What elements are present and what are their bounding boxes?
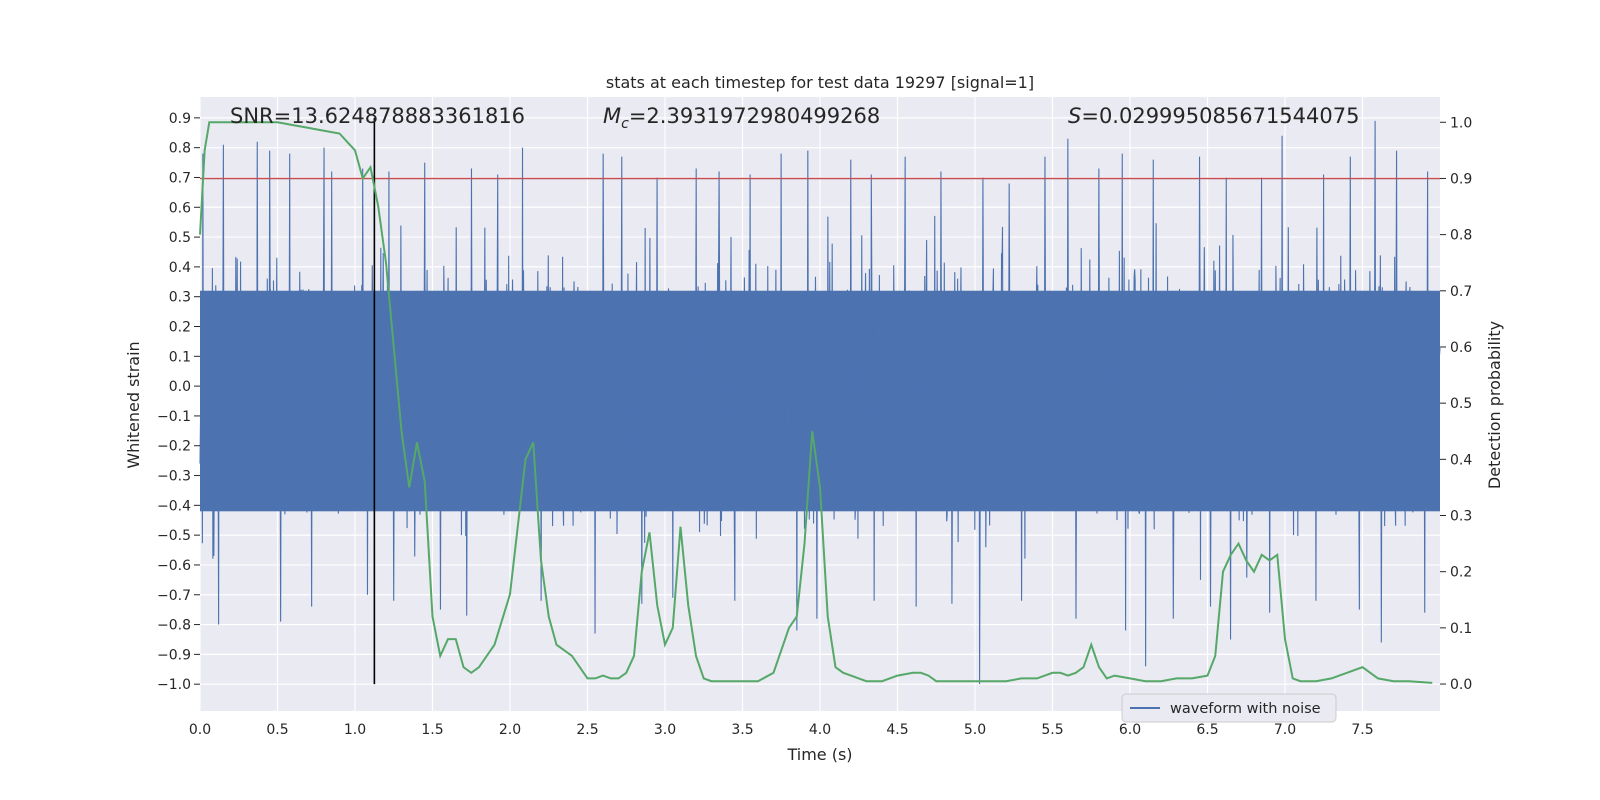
- x-tick-label: 6.5: [1196, 722, 1218, 738]
- x-tick-label: 2.0: [499, 722, 521, 738]
- x-tick-label: 3.5: [731, 722, 753, 738]
- detection-probability-line: [199, 121, 1433, 684]
- y-tick-label: 0.8: [169, 141, 191, 157]
- detection-probability-series: [199, 121, 1433, 684]
- y-tick-label: 0.0: [169, 379, 191, 395]
- x-tick-label: 3.0: [654, 722, 676, 738]
- x-axis-ticks: 0.0 0.5 1.0 1.5 2.0 2.5 3.0 3.5 4.0 4.5 5.0 5.5 6.0 6…: [189, 722, 1374, 738]
- x-axis-label: Time (s): [786, 745, 852, 764]
- s-annotation: S=0.029995085671544075: [1068, 104, 1359, 128]
- x-tick-label: 1.5: [421, 722, 443, 738]
- mc-subscript: c: [621, 116, 629, 132]
- y-tick-label: −0.3: [157, 469, 191, 485]
- y-tick-label: −0.6: [157, 558, 191, 574]
- y2-axis-label: Detection probability: [1485, 321, 1504, 489]
- mc-annotation: Mc=2.3931972980499268: [603, 104, 880, 132]
- chart-title: stats at each timestep for test data 192…: [606, 73, 1034, 92]
- y-tick-label: −0.9: [157, 647, 191, 663]
- y-tick-label: 0.5: [169, 230, 191, 246]
- y-tick-label: −1.0: [157, 677, 191, 693]
- y2-tick-label: 0.2: [1450, 565, 1472, 581]
- snr-annotation: SNR=13.624878883361816: [230, 104, 525, 128]
- x-tick-label: 5.0: [964, 722, 986, 738]
- y2-tick-label: 0.5: [1450, 396, 1472, 412]
- x-tick-label: 7.5: [1351, 722, 1373, 738]
- y-tick-label: 0.1: [169, 349, 191, 365]
- y-tick-label: −0.5: [157, 528, 191, 544]
- mc-value: =2.3931972980499268: [629, 104, 880, 128]
- y-tick-label: 0.4: [169, 260, 191, 276]
- s-symbol: S: [1068, 104, 1081, 128]
- y2-tick-label: 0.4: [1450, 452, 1472, 468]
- y2-tick-label: 0.7: [1450, 284, 1472, 300]
- y-tick-label: 0.9: [169, 111, 191, 127]
- y-axis-ticks: 0.9 0.8 0.7 0.6 0.5 0.4 0.3 0.2 0.1 0.0 −0.1 −0.2 −0…: [157, 111, 200, 693]
- y-tick-label: −0.1: [157, 409, 191, 425]
- y2-tick-label: 0.9: [1450, 171, 1472, 187]
- mc-symbol: M: [603, 104, 621, 128]
- y2-tick-label: 0.1: [1450, 621, 1472, 637]
- legend-box: [1121, 693, 1337, 723]
- x-tick-label: 0.0: [189, 722, 211, 738]
- y2-tick-label: 0.8: [1450, 228, 1472, 244]
- y2-tick-label: 1.0: [1450, 115, 1472, 131]
- y-tick-label: −0.2: [157, 439, 191, 455]
- y-tick-label: 0.2: [169, 320, 191, 336]
- x-tick-label: 0.5: [266, 722, 288, 738]
- y-tick-label: −0.7: [157, 588, 191, 604]
- x-tick-label: 2.5: [576, 722, 598, 738]
- y-axis-label: Whitened strain: [124, 341, 143, 468]
- x-tick-label: 1.0: [344, 722, 366, 738]
- x-tick-label: 4.5: [886, 722, 908, 738]
- y-tick-label: 0.7: [169, 170, 191, 186]
- waveform-line: [199, 120, 1441, 685]
- legend: waveform with noise: [1121, 693, 1337, 723]
- x-tick-label: 6.0: [1119, 722, 1141, 738]
- y2-axis-ticks: 1.0 0.9 0.8 0.7 0.6 0.5 0.4 0.3 0.2 0.1 0.0: [1440, 115, 1472, 693]
- x-tick-label: 7.0: [1274, 722, 1296, 738]
- y2-tick-label: 0.0: [1450, 677, 1472, 693]
- s-value: =0.029995085671544075: [1081, 104, 1359, 128]
- y-tick-label: −0.8: [157, 618, 191, 634]
- x-tick-label: 5.5: [1041, 722, 1063, 738]
- y-tick-label: 0.6: [169, 200, 191, 216]
- legend-label: waveform with noise: [1170, 701, 1321, 717]
- y2-tick-label: 0.6: [1450, 340, 1472, 356]
- x-tick-label: 4.0: [809, 722, 831, 738]
- y-tick-label: 0.3: [169, 290, 191, 306]
- y-tick-label: −0.4: [157, 498, 191, 514]
- y2-tick-label: 0.3: [1450, 509, 1472, 525]
